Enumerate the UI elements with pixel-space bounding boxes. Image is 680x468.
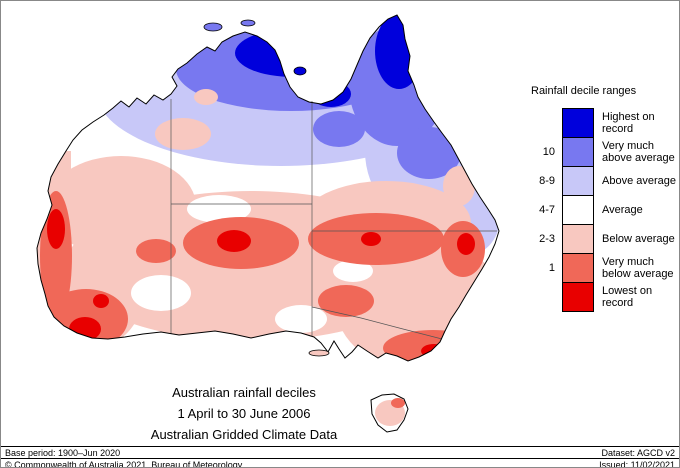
footer-divider-bottom xyxy=(1,458,679,459)
state-borders xyxy=(170,99,497,340)
coastline xyxy=(36,14,500,433)
copyright-text: © Commonwealth of Australia 2021, Bureau… xyxy=(5,460,243,468)
legend-decile: 4-7 xyxy=(539,204,555,216)
legend-row-lowest: Lowest on record xyxy=(529,282,679,312)
caption-period: 1 April to 30 June 2006 xyxy=(177,406,311,421)
legend-color-swatch xyxy=(562,166,594,196)
legend-decile: 10 xyxy=(542,146,555,158)
legend-decile: 2-3 xyxy=(539,233,555,245)
legend-label: Highest on record xyxy=(602,111,655,135)
map-caption: Australian rainfall deciles 1 April to 3… xyxy=(119,382,369,445)
issued-text: Issued: 11/02/2021 xyxy=(599,460,675,468)
legend-row-very-much-above: 10 Very much above average xyxy=(529,137,679,167)
rainfall-decile-legend: Rainfall decile ranges Highest on record… xyxy=(529,85,679,312)
legend-row-highest: Highest on record xyxy=(529,108,679,138)
legend-color-swatch xyxy=(562,253,594,283)
offshore-islands xyxy=(203,19,330,357)
legend-label: Lowest on record xyxy=(602,285,653,309)
average-patches xyxy=(131,195,373,333)
legend-label: Above average xyxy=(602,175,676,187)
legend-label: Below average xyxy=(602,233,675,245)
legend-row-very-much-below: 1 Very much below average xyxy=(529,253,679,283)
legend-label: Very much above average xyxy=(602,140,675,164)
legend-color-swatch xyxy=(562,195,594,225)
legend-row-below: 2-3 Below average xyxy=(529,224,679,254)
legend-decile: 8-9 xyxy=(539,175,555,187)
legend-decile: 1 xyxy=(548,262,555,274)
legend-row-average: 4-7 Average xyxy=(529,195,679,225)
footer-row-meta: Base period: 1900–Jun 2020 Dataset: AGCD… xyxy=(1,447,679,458)
footer-divider-top xyxy=(1,446,679,447)
legend-label: Very much below average xyxy=(602,256,674,280)
dataset-text: Dataset: AGCD v2 xyxy=(601,448,675,458)
footer-row-copyright: © Commonwealth of Australia 2021, Bureau… xyxy=(1,459,679,468)
legend-title: Rainfall decile ranges xyxy=(531,85,637,97)
legend-row-above: 8-9 Above average xyxy=(529,166,679,196)
legend-color-swatch xyxy=(562,137,594,167)
legend-label: Average xyxy=(602,204,643,216)
caption-title: Australian rainfall deciles xyxy=(172,385,316,400)
base-period-text: Base period: 1900–Jun 2020 xyxy=(5,448,121,458)
legend-color-swatch xyxy=(562,282,594,312)
legend-color-swatch xyxy=(562,224,594,254)
caption-dataset-name: Australian Gridded Climate Data xyxy=(150,427,338,442)
legend-color-swatch xyxy=(562,108,594,138)
